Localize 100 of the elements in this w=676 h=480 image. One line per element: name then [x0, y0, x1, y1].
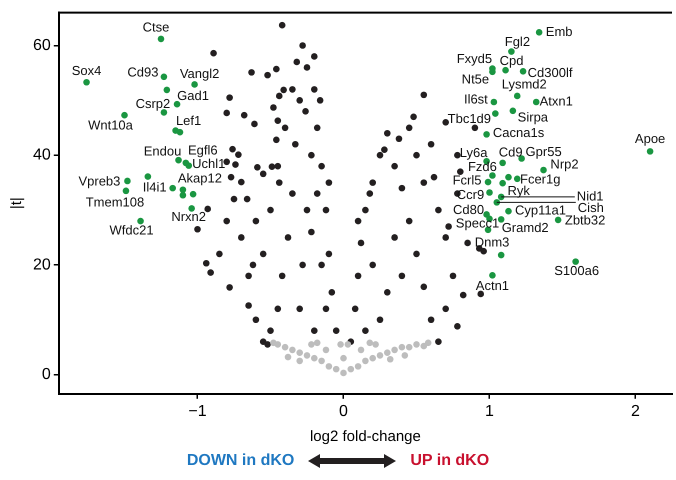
point [289, 346, 296, 354]
y-axis-title: |t| [8, 197, 26, 210]
annotation: Wnt10a [88, 118, 134, 133]
point [314, 339, 321, 346]
point [180, 186, 186, 194]
annotation: Uchl1 [192, 156, 226, 172]
point [499, 160, 506, 166]
annotation: Nrxn2 [171, 208, 206, 224]
point [492, 110, 499, 117]
point [284, 354, 292, 360]
point [296, 349, 303, 356]
point [180, 192, 186, 199]
annotation: Ccr9 [456, 187, 484, 202]
point [318, 358, 325, 364]
annotation: Nt5e [462, 71, 490, 86]
point [402, 352, 408, 359]
point [282, 344, 288, 350]
point [340, 354, 347, 362]
point [160, 73, 168, 80]
point [158, 36, 164, 42]
annotation: Zbtb32 [564, 212, 606, 228]
point [398, 344, 406, 350]
annotation: Gad1 [177, 88, 209, 103]
annotation: Cd9 [498, 144, 523, 160]
point [176, 128, 184, 136]
annotation: Fzd6 [468, 159, 497, 174]
point [366, 339, 374, 346]
annotation: Apoe [634, 130, 666, 146]
point [386, 356, 394, 363]
point [188, 205, 195, 212]
point [175, 156, 182, 164]
point [296, 358, 303, 364]
y-tick-label: 0 [42, 366, 51, 384]
point [413, 341, 420, 348]
point [311, 354, 318, 362]
point [494, 199, 500, 206]
annotation: Cd93 [127, 64, 158, 80]
point [499, 180, 506, 186]
annotation: Fgl2 [504, 34, 530, 50]
point [322, 346, 330, 354]
annotation: Il6st [464, 92, 488, 107]
x-tick-label: −1 [188, 402, 207, 420]
point [486, 189, 493, 196]
point [498, 252, 504, 258]
annotation: Nrp2 [550, 156, 579, 172]
y-tick-label: 40 [33, 146, 51, 164]
point [489, 272, 496, 279]
annotation: Dnm3 [474, 234, 510, 250]
annotation: Sox4 [72, 62, 102, 78]
point [520, 68, 526, 75]
annotation: Gramd2 [502, 220, 549, 235]
point [354, 363, 362, 370]
annotation: Csrp2 [136, 96, 170, 112]
point [514, 92, 521, 100]
point [540, 166, 547, 174]
point [83, 78, 90, 86]
annotation: Ly6a [460, 144, 488, 160]
y-tick-label: 20 [33, 256, 51, 274]
point [406, 344, 412, 350]
point [326, 363, 332, 370]
point [122, 188, 130, 194]
point [164, 86, 170, 94]
point [372, 341, 379, 348]
annotation: Tbc1d9 [448, 111, 492, 126]
point [536, 29, 542, 36]
point [484, 178, 492, 186]
point [646, 148, 654, 155]
x-tick-label: 1 [485, 402, 494, 420]
point [510, 107, 516, 114]
annotation: Cpd [500, 52, 524, 68]
point [340, 370, 347, 376]
annotation: Atxn1 [540, 94, 573, 109]
annotation: Akap12 [178, 170, 222, 186]
point [532, 98, 540, 106]
annotation: Gpr55 [526, 144, 562, 160]
annotation: Vpreb3 [78, 174, 120, 189]
point [332, 366, 340, 372]
point [514, 175, 521, 182]
point [344, 341, 352, 348]
x-axis-title: log2 fold-change [310, 428, 421, 446]
annotation: Cd80 [453, 202, 484, 218]
annotation: Vangl2 [180, 66, 220, 82]
text: UP in dKO [410, 452, 490, 470]
annotation: Sirpa [518, 109, 549, 124]
point [270, 339, 277, 346]
annotation: Cacna1s [492, 124, 545, 140]
annotation: Egfl6 [188, 142, 218, 158]
point [144, 173, 152, 180]
point [505, 174, 512, 180]
point [424, 339, 432, 346]
point [174, 100, 180, 108]
point [490, 98, 498, 106]
point [308, 341, 315, 348]
point [137, 218, 144, 224]
annotation: Endou [144, 144, 182, 159]
point [384, 349, 391, 356]
point [362, 358, 369, 364]
annotation: Emb [546, 24, 573, 39]
point [337, 341, 344, 348]
point [420, 342, 428, 350]
